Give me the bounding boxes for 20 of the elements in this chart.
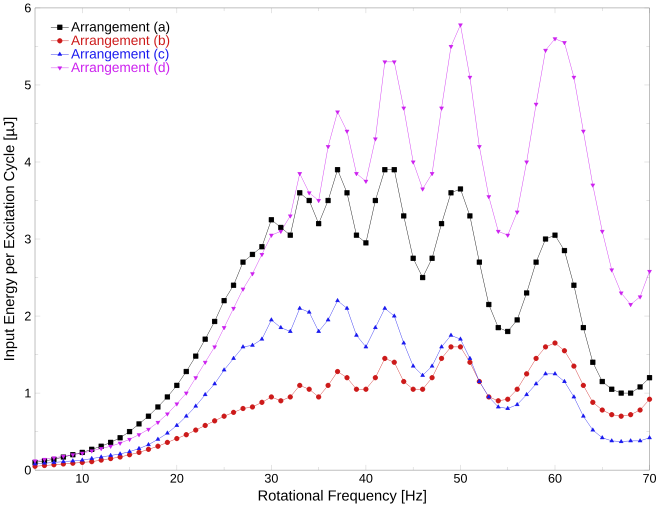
legend-label: Arrangement (d) [71,62,170,75]
x-tick-label: 30 [264,474,278,483]
x-axis-title: Rotational Frequency [Hz] [258,490,426,504]
x-tick-label: 50 [454,474,467,483]
x-tick-label: 20 [170,474,184,483]
legend-label: Arrangement (b) [71,35,170,48]
x-tick-label: 60 [548,474,562,483]
x-tick-label: 10 [76,474,89,483]
y-tick-label: 2 [24,312,31,320]
y-tick-label: 0 [24,466,31,475]
legend-label: Arrangement (c) [71,48,168,62]
y-tick-label: 3 [24,234,31,244]
y-axis-title: Input Energy per Excitation Cycle [µJ] [3,118,18,360]
x-tick-label: 40 [359,474,372,483]
x-tick-label: 70 [643,474,656,483]
y-tick-label: 4 [24,158,31,166]
y-tick-label: 5 [24,80,31,90]
y-tick-label: 6 [24,3,31,12]
y-tick-label: 1 [25,388,31,398]
legend-label: Arrangement (a) [71,22,170,34]
